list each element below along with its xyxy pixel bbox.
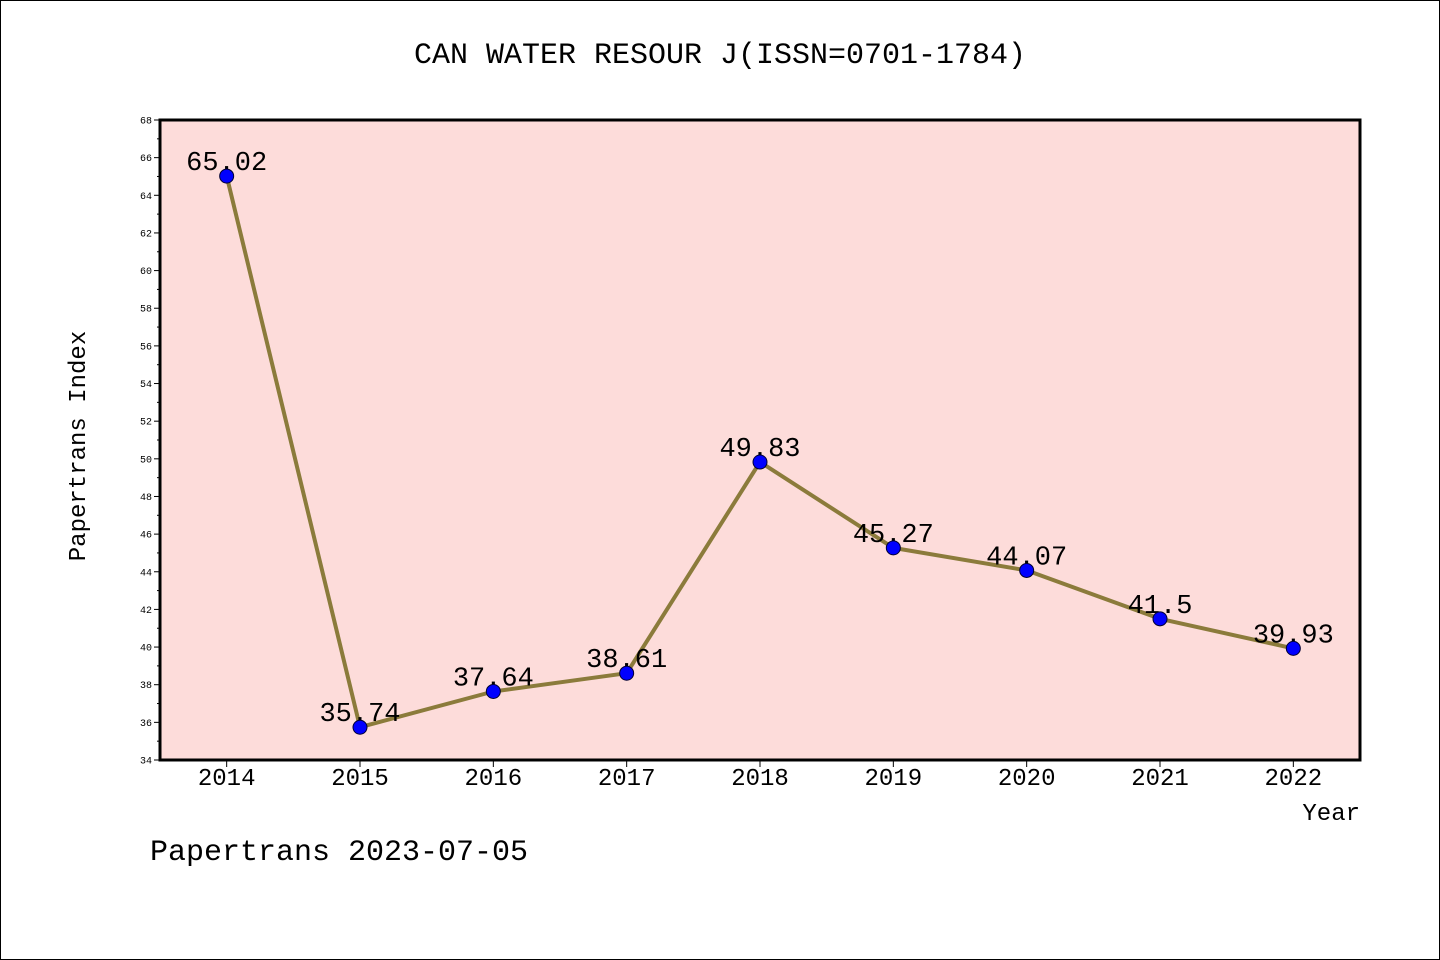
y-tick-label: 52 (140, 418, 152, 429)
x-tick-label: 2019 (865, 766, 923, 793)
data-point (1285, 640, 1301, 656)
x-tick-label: 2020 (998, 766, 1056, 793)
y-tick-label: 64 (140, 192, 152, 203)
y-tick-label: 50 (140, 455, 152, 466)
data-point (752, 454, 768, 470)
y-axis: 34 36 38 40 42 44 46 48 50 52 54 56 58 60 62 64 66 68 (140, 117, 160, 768)
y-tick-label: 58 (140, 305, 152, 316)
y-tick-label: 60 (140, 267, 152, 278)
footer-note: Papertrans 2023-07-05 (150, 836, 529, 870)
y-tick-label: 66 (140, 154, 152, 165)
x-tick-label: 2014 (198, 766, 256, 793)
y-tick-label: 54 (140, 380, 152, 391)
data-point (619, 665, 635, 681)
y-axis-label: Papertrans Index (66, 331, 93, 561)
data-point (1019, 562, 1035, 578)
data-point (885, 540, 901, 556)
x-axis: 2014 2015 2016 2017 2018 2019 2020 2021 2022 (198, 760, 1322, 793)
y-tick-label: 42 (140, 606, 152, 617)
x-axis-label: Year (1302, 801, 1360, 828)
plot-background (160, 120, 1360, 760)
y-tick-label: 56 (140, 342, 152, 353)
plot-frame (158, 118, 1362, 762)
y-tick-label: 36 (140, 719, 152, 730)
y-tick-label: 38 (140, 681, 152, 692)
y-tick-label: 68 (140, 117, 152, 128)
x-tick-label: 2015 (331, 766, 389, 793)
y-tick-label: 44 (140, 568, 152, 579)
y-tick-label: 62 (140, 229, 152, 240)
x-tick-label: 2017 (598, 766, 656, 793)
x-tick-label: 2021 (1131, 766, 1189, 793)
y-tick-label: 46 (140, 531, 152, 542)
data-point (219, 168, 235, 184)
series-group: 65.0235.7437.6438.6149.8345.2744.0741.53… (186, 149, 1334, 735)
data-point (352, 719, 368, 735)
chart-title: CAN WATER RESOUR J(ISSN=0701-1784) (413, 39, 1027, 73)
x-tick-label: 2016 (465, 766, 523, 793)
y-tick-label: 48 (140, 493, 152, 504)
x-tick-label: 2022 (1265, 766, 1323, 793)
y-tick-label: 34 (140, 757, 152, 768)
x-tick-label: 2018 (731, 766, 789, 793)
y-tick-label: 40 (140, 644, 152, 655)
data-point (1152, 611, 1168, 627)
data-point (485, 683, 501, 699)
